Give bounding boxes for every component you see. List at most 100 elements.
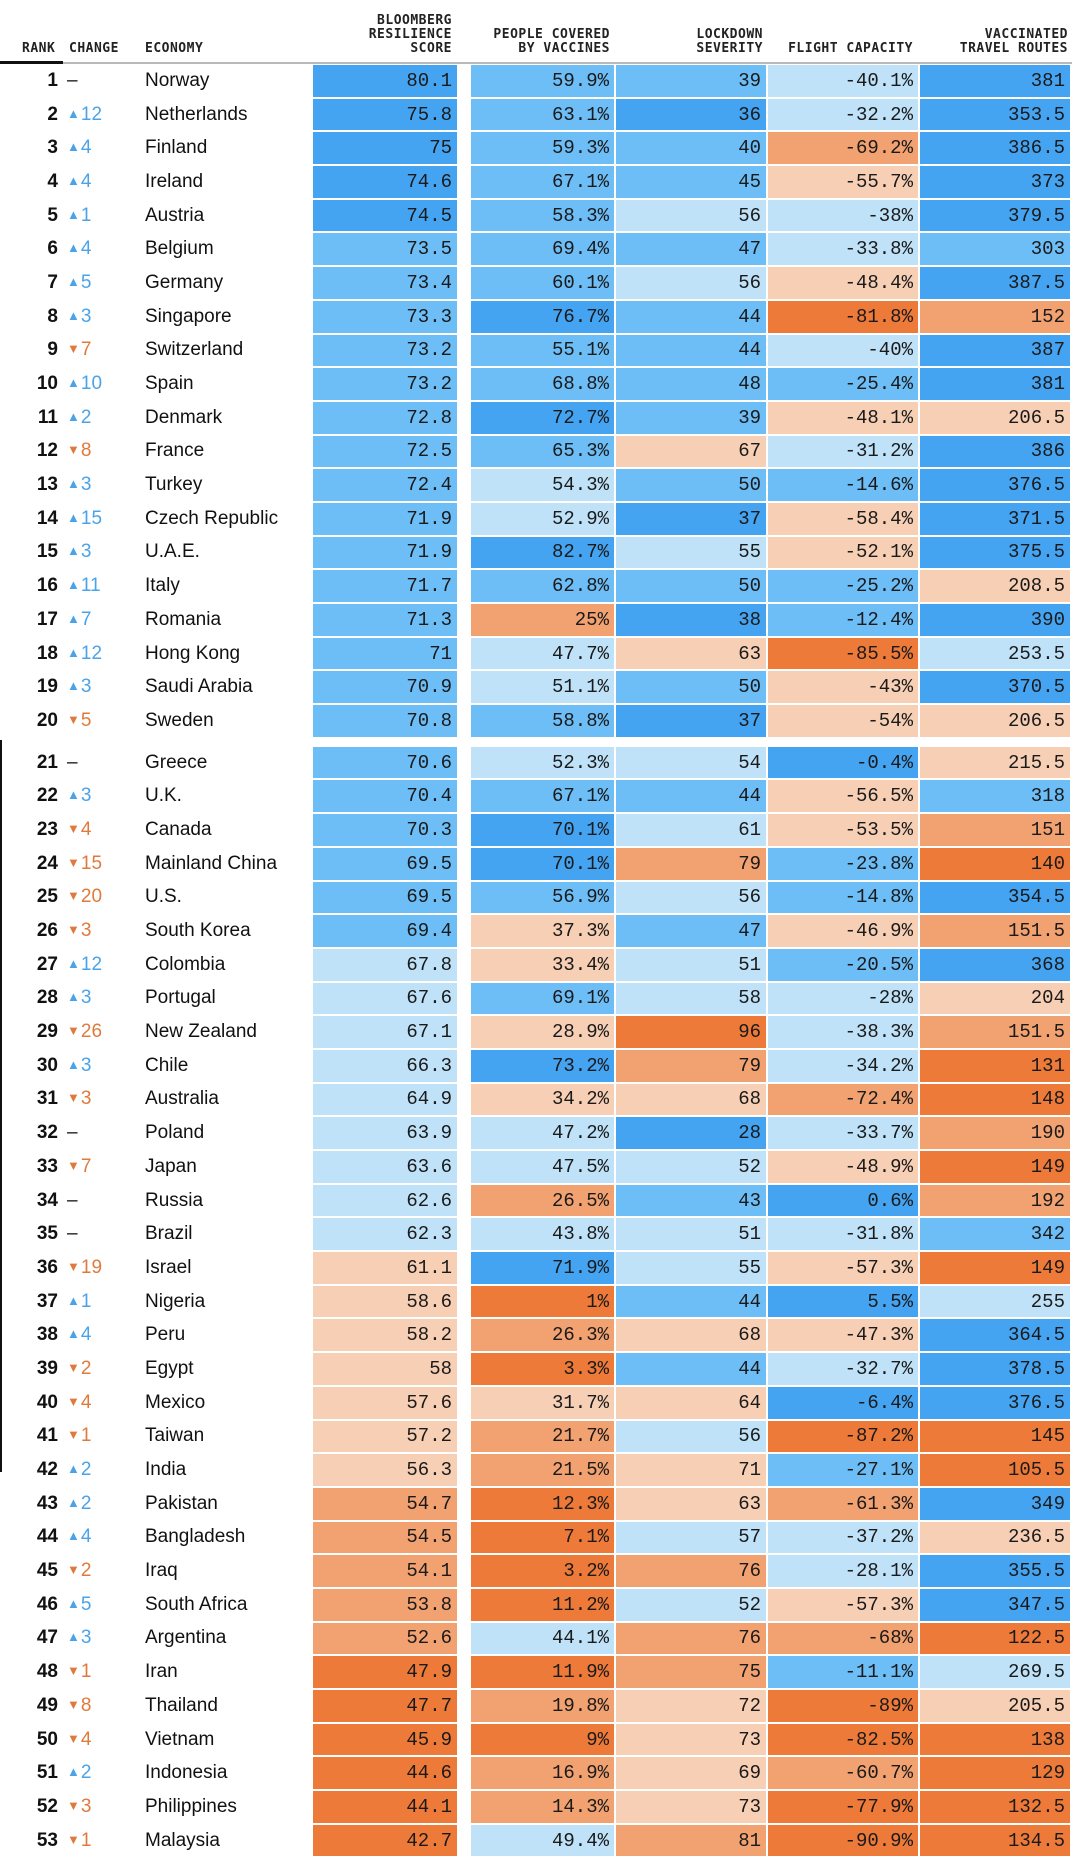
table-row[interactable]: 50 ▼4 Vietnam 45.9 9% 73 -82.5% 138 bbox=[0, 1723, 1080, 1757]
change-amount: 2 bbox=[80, 406, 92, 428]
flight-capacity-cell: -82.5% bbox=[768, 1723, 918, 1756]
table-row[interactable]: 39 ▼2 Egypt 58 3.3% 44 -32.7% 378.5 bbox=[0, 1352, 1080, 1386]
table-row[interactable]: 44 ▲4 Bangladesh 54.5 7.1% 57 -37.2% 236.5 bbox=[0, 1521, 1080, 1555]
table-row[interactable]: 3 ▲4 Finland 75 59.3% 40 -69.2% 386.5 bbox=[0, 131, 1080, 165]
table-row[interactable]: 2 ▲12 Netherlands 75.8 63.1% 36 -32.2% 353.5 bbox=[0, 98, 1080, 132]
table-row[interactable]: 33 ▼7 Japan 63.6 47.5% 52 -48.9% 149 bbox=[0, 1150, 1080, 1184]
lockdown-cell: 67 bbox=[616, 435, 766, 468]
table-row[interactable]: 25 ▼20 U.S. 69.5 56.9% 56 -14.8% 354.5 bbox=[0, 881, 1080, 915]
table-row[interactable]: 43 ▲2 Pakistan 54.7 12.3% 63 -61.3% 349 bbox=[0, 1487, 1080, 1521]
table-row[interactable]: 48 ▼1 Iran 47.9 11.9% 75 -11.1% 269.5 bbox=[0, 1655, 1080, 1689]
table-row[interactable]: 51 ▲2 Indonesia 44.6 16.9% 69 -60.7% 129 bbox=[0, 1756, 1080, 1790]
lockdown-cell: 40 bbox=[616, 132, 766, 165]
table-row[interactable]: 16 ▲11 Italy 71.7 62.8% 50 -25.2% 208.5 bbox=[0, 569, 1080, 603]
economy-name: Colombia bbox=[145, 953, 226, 975]
table-row[interactable]: 53 ▼1 Malaysia 42.7 49.4% 81 -90.9% 134.5 bbox=[0, 1824, 1080, 1857]
triangle-up-icon: ▲ bbox=[67, 577, 80, 593]
triangle-up-icon: ▲ bbox=[67, 375, 80, 391]
table-row[interactable]: 8 ▲3 Singapore 73.3 76.7% 44 -81.8% 152 bbox=[0, 300, 1080, 334]
triangle-down-icon: ▼ bbox=[67, 1258, 80, 1274]
table-row[interactable]: 20 ▼5 Sweden 70.8 58.8% 37 -54% 206.5 bbox=[0, 704, 1080, 738]
vaccines-cell: 37.3% bbox=[471, 915, 614, 947]
table-row[interactable]: 19 ▲3 Saudi Arabia 70.9 51.1% 50 -43% 370.5 bbox=[0, 670, 1080, 704]
score-cell: 75 bbox=[313, 132, 457, 165]
table-row[interactable]: 11 ▲2 Denmark 72.8 72.7% 39 -48.1% 206.5 bbox=[0, 401, 1080, 435]
change-amount: 7 bbox=[80, 608, 92, 630]
economy-name: Vietnam bbox=[145, 1728, 215, 1750]
table-row[interactable]: 17 ▲7 Romania 71.3 25% 38 -12.4% 390 bbox=[0, 603, 1080, 637]
lockdown-cell: 56 bbox=[616, 267, 766, 299]
table-row[interactable]: 30 ▲3 Chile 66.3 73.2% 79 -34.2% 131 bbox=[0, 1049, 1080, 1083]
table-row[interactable]: 35– Brazil 62.3 43.8% 51 -31.8% 342 bbox=[0, 1217, 1080, 1251]
table-row[interactable]: 49 ▼8 Thailand 47.7 19.8% 72 -89% 205.5 bbox=[0, 1689, 1080, 1723]
table-row[interactable]: 21– Greece 70.6 52.3% 54 -0.4% 215.5 bbox=[0, 746, 1080, 780]
table-row[interactable]: 23 ▼4 Canada 70.3 70.1% 61 -53.5% 151 bbox=[0, 813, 1080, 847]
score-cell: 62.3 bbox=[313, 1218, 457, 1251]
vaccines-cell: 44.1% bbox=[471, 1622, 614, 1655]
table-row[interactable]: 28 ▲3 Portugal 67.6 69.1% 58 -28% 204 bbox=[0, 982, 1080, 1016]
table-row[interactable]: 1– Norway 80.1 59.9% 39 -40.1% 381 bbox=[0, 64, 1080, 98]
change-value: ▼5 bbox=[67, 710, 91, 732]
travel-routes-cell: 151 bbox=[920, 814, 1070, 846]
table-row[interactable]: 36 ▼19 Israel 61.1 71.9% 55 -57.3% 149 bbox=[0, 1251, 1080, 1285]
change-value: ▲3 bbox=[67, 1055, 91, 1077]
table-row[interactable]: 15 ▲3 U.A.E. 71.9 82.7% 55 -52.1% 375.5 bbox=[0, 536, 1080, 570]
table-row[interactable]: 18 ▲12 Hong Kong 71 47.7% 63 -85.5% 253.5 bbox=[0, 637, 1080, 671]
table-row[interactable]: 29 ▼26 New Zealand 67.1 28.9% 96 -38.3% 151.5 bbox=[0, 1015, 1080, 1049]
vaccines-cell: 33.4% bbox=[471, 948, 614, 981]
header-lockdown[interactable]: LOCKDOWN SEVERITY bbox=[696, 27, 763, 56]
triangle-down-icon: ▼ bbox=[67, 854, 80, 870]
table-row[interactable]: 46 ▲5 South Africa 53.8 11.2% 52 -57.3% 347.5 bbox=[0, 1588, 1080, 1622]
rank-value: 23 bbox=[36, 818, 58, 840]
table-row[interactable]: 45 ▼2 Iraq 54.1 3.2% 76 -28.1% 355.5 bbox=[0, 1554, 1080, 1588]
table-row[interactable]: 27 ▲12 Colombia 67.8 33.4% 51 -20.5% 368 bbox=[0, 948, 1080, 982]
table-row[interactable]: 52 ▼3 Philippines 44.1 14.3% 73 -77.9% 132.5 bbox=[0, 1790, 1080, 1824]
lockdown-cell: 56 bbox=[616, 1420, 766, 1453]
table-row[interactable]: 31 ▼3 Australia 64.9 34.2% 68 -72.4% 148 bbox=[0, 1083, 1080, 1117]
change-value: – bbox=[67, 1190, 78, 1212]
rank-value: 33 bbox=[36, 1155, 58, 1177]
lockdown-cell: 50 bbox=[616, 570, 766, 602]
table-row[interactable]: 37 ▲1 Nigeria 58.6 1% 44 5.5% 255 bbox=[0, 1285, 1080, 1319]
change-value: ▲7 bbox=[67, 609, 91, 631]
table-row[interactable]: 10 ▲10 Spain 73.2 68.8% 48 -25.4% 381 bbox=[0, 367, 1080, 401]
rank-value: 46 bbox=[36, 1593, 58, 1615]
table-row[interactable]: 22 ▲3 U.K. 70.4 67.1% 44 -56.5% 318 bbox=[0, 779, 1080, 813]
header-routes[interactable]: VACCINATED TRAVEL ROUTES bbox=[959, 27, 1068, 56]
travel-routes-cell: 151.5 bbox=[920, 1016, 1070, 1048]
score-cell: 70.4 bbox=[313, 780, 457, 813]
score-cell: 67.1 bbox=[313, 1016, 457, 1048]
table-row[interactable]: 26 ▼3 South Korea 69.4 37.3% 47 -46.9% 151.5 bbox=[0, 914, 1080, 948]
triangle-down-icon: ▼ bbox=[67, 1157, 80, 1173]
header-change[interactable]: CHANGE bbox=[69, 41, 119, 56]
table-row[interactable]: 12 ▼8 France 72.5 65.3% 67 -31.2% 386 bbox=[0, 435, 1080, 469]
table-row[interactable]: 9 ▼7 Switzerland 73.2 55.1% 44 -40% 387 bbox=[0, 334, 1080, 368]
vaccines-cell: 82.7% bbox=[471, 536, 614, 569]
table-row[interactable]: 47 ▲3 Argentina 52.6 44.1% 76 -68% 122.5 bbox=[0, 1622, 1080, 1656]
change-value: ▲3 bbox=[67, 474, 91, 496]
header-vaccines[interactable]: PEOPLE COVERED BY VACCINES bbox=[493, 27, 610, 56]
table-row[interactable]: 38 ▲4 Peru 58.2 26.3% 68 -47.3% 364.5 bbox=[0, 1318, 1080, 1352]
table-row[interactable]: 32– Poland 63.9 47.2% 28 -33.7% 190 bbox=[0, 1116, 1080, 1150]
flight-capacity-cell: -37.2% bbox=[768, 1521, 918, 1554]
header-flight[interactable]: FLIGHT CAPACITY bbox=[788, 41, 913, 56]
table-row[interactable]: 4 ▲4 Ireland 74.6 67.1% 45 -55.7% 373 bbox=[0, 165, 1080, 199]
score-cell: 45.9 bbox=[313, 1723, 457, 1756]
table-row[interactable]: 13 ▲3 Turkey 72.4 54.3% 50 -14.6% 376.5 bbox=[0, 468, 1080, 502]
table-row[interactable]: 42 ▲2 India 56.3 21.5% 71 -27.1% 105.5 bbox=[0, 1453, 1080, 1487]
header-economy[interactable]: ECONOMY bbox=[145, 41, 204, 56]
lockdown-cell: 48 bbox=[616, 368, 766, 400]
table-row[interactable]: 34– Russia 62.6 26.5% 43 0.6% 192 bbox=[0, 1184, 1080, 1218]
table-row[interactable]: 6 ▲4 Belgium 73.5 69.4% 47 -33.8% 303 bbox=[0, 232, 1080, 266]
header-score[interactable]: BLOOMBERG RESILIENCE SCORE bbox=[368, 13, 452, 56]
table-row[interactable]: 14 ▲15 Czech Republic 71.9 52.9% 37 -58.4% 371.… bbox=[0, 502, 1080, 536]
header-rank[interactable]: RANK bbox=[22, 41, 56, 56]
travel-routes-cell: 368 bbox=[920, 948, 1070, 981]
triangle-up-icon: ▲ bbox=[67, 172, 80, 188]
lockdown-cell: 37 bbox=[616, 705, 766, 737]
table-row[interactable]: 40 ▼4 Mexico 57.6 31.7% 64 -6.4% 376.5 bbox=[0, 1386, 1080, 1420]
table-row[interactable]: 7 ▲5 Germany 73.4 60.1% 56 -48.4% 387.5 bbox=[0, 266, 1080, 300]
table-row[interactable]: 41 ▼1 Taiwan 57.2 21.7% 56 -87.2% 145 bbox=[0, 1420, 1080, 1454]
table-row[interactable]: 24 ▼15 Mainland China 69.5 70.1% 79 -23.8% 140 bbox=[0, 847, 1080, 881]
table-row[interactable]: 5 ▲1 Austria 74.5 58.3% 56 -38% 379.5 bbox=[0, 199, 1080, 233]
